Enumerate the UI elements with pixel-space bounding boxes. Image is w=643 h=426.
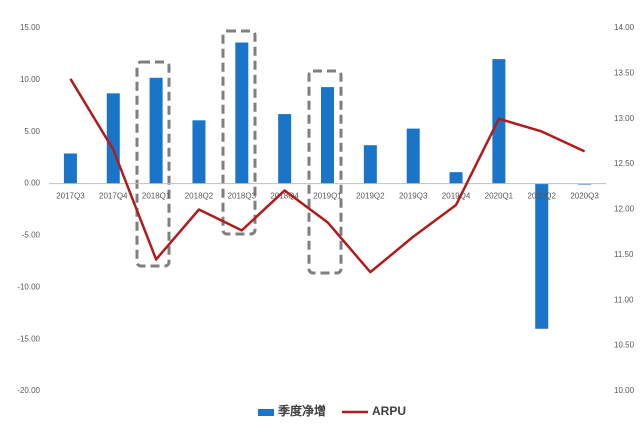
- x-tick-label: 2019Q3: [399, 192, 428, 201]
- y2-tick-label: 13.00: [614, 114, 635, 123]
- line: [69, 78, 586, 274]
- bar: [149, 77, 163, 184]
- highlight-box: [135, 60, 171, 268]
- y2-tick-label: 13.50: [614, 68, 635, 77]
- highlight-boxes: [135, 29, 343, 275]
- y-tick-label: 15.00: [20, 23, 41, 32]
- y2-tick-label: 10.00: [614, 386, 635, 395]
- y2-tick-label: 11.50: [614, 250, 634, 259]
- bar: [63, 153, 77, 184]
- y2-tick-label: 11.00: [614, 295, 634, 304]
- bar: [535, 183, 549, 329]
- y-tick-label: -15.00: [17, 334, 40, 343]
- x-tick-label: 2020Q2: [527, 192, 556, 201]
- y-tick-label: -10.00: [17, 282, 40, 291]
- x-tick-label: 2019Q1: [313, 192, 342, 201]
- x-tick-label: 2017Q3: [56, 192, 85, 201]
- y2-tick-label: 10.50: [614, 341, 635, 350]
- highlight-box: [307, 69, 343, 275]
- y-tick-label: 5.00: [24, 127, 40, 136]
- x-tick-label: 2018Q4: [270, 192, 299, 201]
- x-tick-label: 2018Q1: [142, 192, 171, 201]
- x-tick-label: 2019Q4: [442, 192, 471, 201]
- bar: [106, 93, 120, 184]
- bar: [321, 87, 334, 184]
- y2-tick-label: 12.50: [614, 159, 635, 168]
- legend-label: ARPU: [372, 404, 406, 418]
- y2-tick-label: 12.00: [614, 205, 635, 214]
- x-tick-label: 2019Q2: [356, 192, 385, 201]
- x-tick-label: 2020Q1: [485, 192, 514, 201]
- y-tick-label: -5.00: [22, 231, 41, 240]
- x-tick-label: 2020Q3: [570, 192, 599, 201]
- bar: [363, 145, 377, 184]
- bar: [406, 128, 420, 184]
- legend-swatch: [258, 409, 274, 416]
- x-tick-label: 2018Q2: [185, 192, 214, 201]
- highlight-box: [221, 29, 257, 236]
- x-tick-label: 2018Q3: [228, 192, 257, 201]
- y2-tick-label: 14.00: [614, 23, 635, 32]
- bar: [192, 120, 206, 184]
- y-tick-label: 0.00: [24, 179, 40, 188]
- bar: [235, 42, 249, 184]
- bar: [578, 183, 592, 185]
- x-tick-label: 2017Q4: [99, 192, 128, 201]
- bar: [278, 114, 292, 184]
- y-tick-label: 10.00: [20, 75, 41, 84]
- bar: [449, 172, 463, 184]
- y-tick-label: -20.00: [17, 386, 40, 395]
- legend-label: 季度净增: [277, 403, 326, 418]
